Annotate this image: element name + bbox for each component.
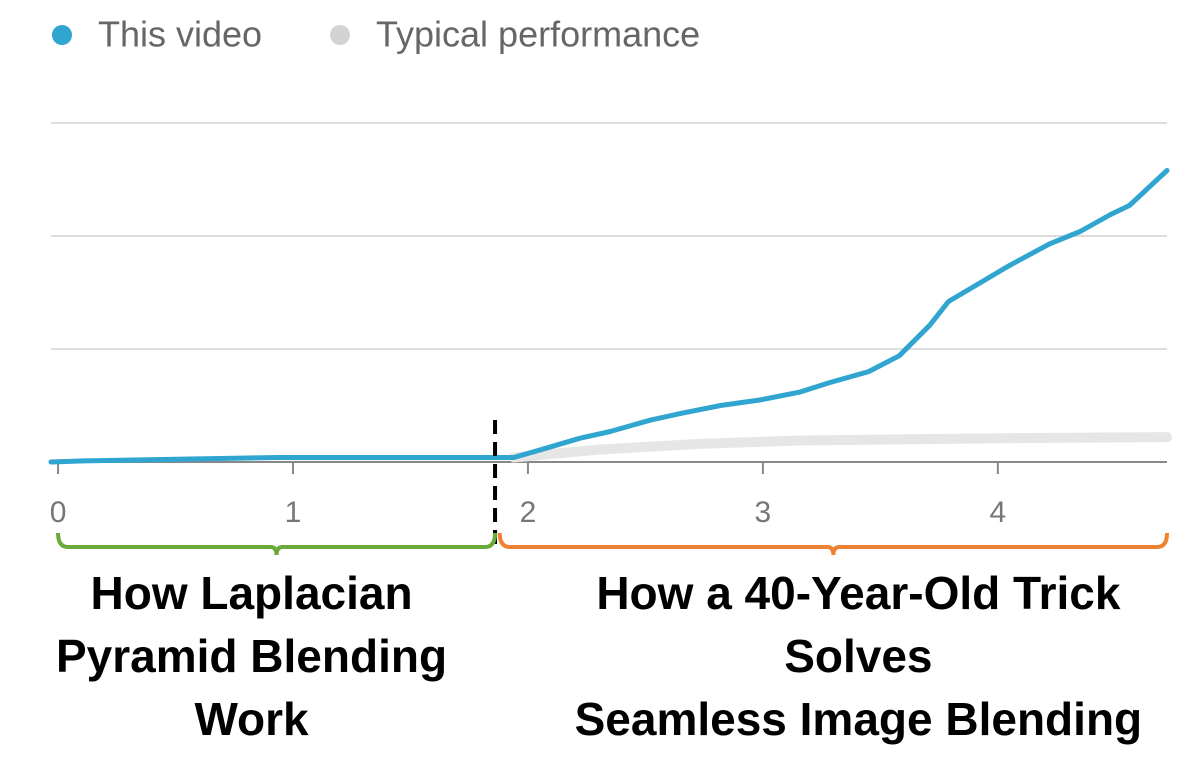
annotation-text: Seamless Image Blending [575,693,1143,745]
x-tick-label: 1 [285,496,302,529]
x-tick-label: 3 [755,496,772,529]
annotation-text: How Laplacian [91,567,413,619]
annotation-text: Work [194,693,309,745]
legend-marker [52,25,72,45]
legend-label: This video [98,14,262,55]
bracket [497,532,1169,556]
x-tick-label: 2 [520,496,537,529]
series-line [48,168,1170,465]
legend-label: Typical performance [376,14,700,55]
legend-marker [330,25,350,45]
x-tick-label: 0 [50,496,67,529]
x-tick-label: 4 [989,496,1006,529]
annotation-text: Solves [784,630,932,682]
bracket [56,532,498,556]
annotation-text: Pyramid Blending [56,630,447,682]
typical-band [508,432,1172,463]
annotation-text: How a 40-Year-Old Trick [596,567,1121,619]
